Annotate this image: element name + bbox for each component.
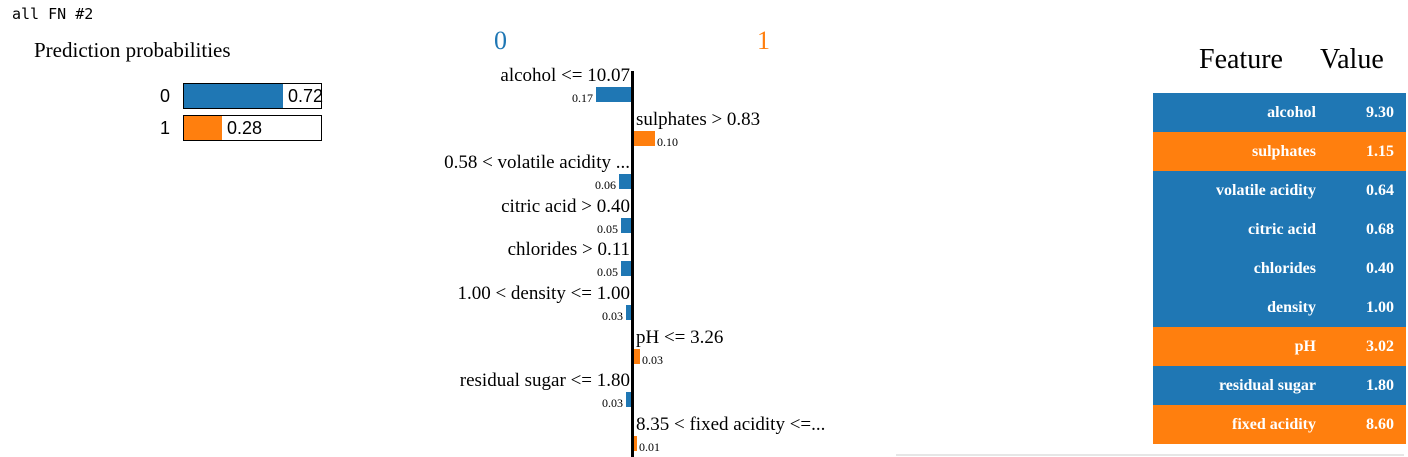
feature-name-cell: residual sugar xyxy=(1218,377,1316,394)
feature-condition-label: alcohol <= 10.07 xyxy=(500,65,630,86)
probability-row-1: 1 0.28 xyxy=(150,115,350,141)
feature-value-cell: 1.00 xyxy=(1366,299,1394,316)
weight-bar xyxy=(621,218,632,233)
weight-value-label: 0.06 xyxy=(595,178,616,192)
probability-value: 0.28 xyxy=(227,118,263,138)
feature-condition-label: citric acid > 0.40 xyxy=(501,196,630,217)
weight-value-label: 0.10 xyxy=(657,135,678,149)
probability-bar-frame xyxy=(183,83,322,109)
table-row: pH 3.02 xyxy=(1153,327,1406,366)
probability-class-label: 1 xyxy=(159,118,170,138)
feature-condition-label: sulphates > 0.83 xyxy=(636,109,761,130)
feature-condition-label: chlorides > 0.11 xyxy=(507,239,630,260)
feature-name-cell: citric acid xyxy=(1248,221,1316,238)
feature-name-cell: alcohol xyxy=(1267,104,1316,121)
table-row: fixed acidity 8.60 xyxy=(1153,405,1406,444)
feature-value-cell: 3.02 xyxy=(1366,338,1394,355)
weight-bar xyxy=(634,349,640,364)
feature-condition-label: 0.58 < volatile acidity ... xyxy=(444,152,630,173)
feature-name-cell: chlorides xyxy=(1253,260,1316,277)
feature-condition-label: residual sugar <= 1.80 xyxy=(459,370,630,391)
weight-bar xyxy=(626,392,632,407)
feature-value-cell: 0.68 xyxy=(1366,221,1394,238)
probability-row-0: 0 0.72 xyxy=(150,83,350,109)
weight-bar xyxy=(634,131,655,146)
weight-value-label: 0.03 xyxy=(642,353,663,367)
weight-bar xyxy=(596,87,632,102)
weight-bar xyxy=(626,305,632,320)
feature-condition-label: 8.35 < fixed acidity <=... xyxy=(636,414,826,435)
table-row: volatile acidity 0.64 xyxy=(1153,171,1406,210)
probability-bar xyxy=(184,116,222,140)
weight-value-label: 0.03 xyxy=(602,396,623,410)
probability-class-label: 0 xyxy=(159,86,170,106)
value-column-header: Value xyxy=(1320,44,1384,75)
feature-name-cell: volatile acidity xyxy=(1216,182,1316,199)
table-divider xyxy=(896,454,1404,456)
table-row: residual sugar 1.80 xyxy=(1153,366,1406,405)
weight-value-label: 0.17 xyxy=(572,91,593,105)
weight-value-label: 0.05 xyxy=(597,222,618,236)
probability-value: 0.72 xyxy=(288,86,324,106)
weight-bar xyxy=(619,174,632,189)
feature-name-cell: density xyxy=(1267,299,1316,316)
feature-column-header: Feature xyxy=(1199,44,1283,75)
weight-value-label: 0.05 xyxy=(597,265,618,279)
table-row: citric acid 0.68 xyxy=(1153,210,1406,249)
class-label-0: 0 xyxy=(494,26,507,55)
feature-name-cell: pH xyxy=(1294,338,1316,355)
table-row: sulphates 1.15 xyxy=(1153,132,1406,171)
prediction-probabilities-title: Prediction probabilities xyxy=(34,38,231,62)
class-label-1: 1 xyxy=(757,26,770,55)
table-row: density 1.00 xyxy=(1153,288,1406,327)
weight-value-label: 0.01 xyxy=(639,440,660,454)
feature-value-cell: 9.30 xyxy=(1366,104,1394,121)
feature-condition-label: 1.00 < density <= 1.00 xyxy=(457,283,630,304)
table-row: alcohol 9.30 xyxy=(1153,93,1406,132)
weight-bar xyxy=(634,436,637,451)
notebook-header: all FN #2 xyxy=(12,5,94,23)
weight-bar xyxy=(621,261,632,276)
feature-name-cell: fixed acidity xyxy=(1232,416,1316,433)
probability-bar-frame xyxy=(183,115,322,141)
feature-value-cell: 1.15 xyxy=(1366,143,1394,160)
feature-value-cell: 0.40 xyxy=(1366,260,1394,277)
feature-value-cell: 0.64 xyxy=(1366,182,1394,199)
table-row: chlorides 0.40 xyxy=(1153,249,1406,288)
feature-name-cell: sulphates xyxy=(1251,143,1316,160)
explanation-axis xyxy=(631,71,634,457)
weight-value-label: 0.03 xyxy=(602,309,623,323)
probability-bar xyxy=(184,84,283,108)
feature-value-cell: 8.60 xyxy=(1366,416,1394,433)
feature-value-cell: 1.80 xyxy=(1366,377,1394,394)
feature-condition-label: pH <= 3.26 xyxy=(636,327,724,348)
